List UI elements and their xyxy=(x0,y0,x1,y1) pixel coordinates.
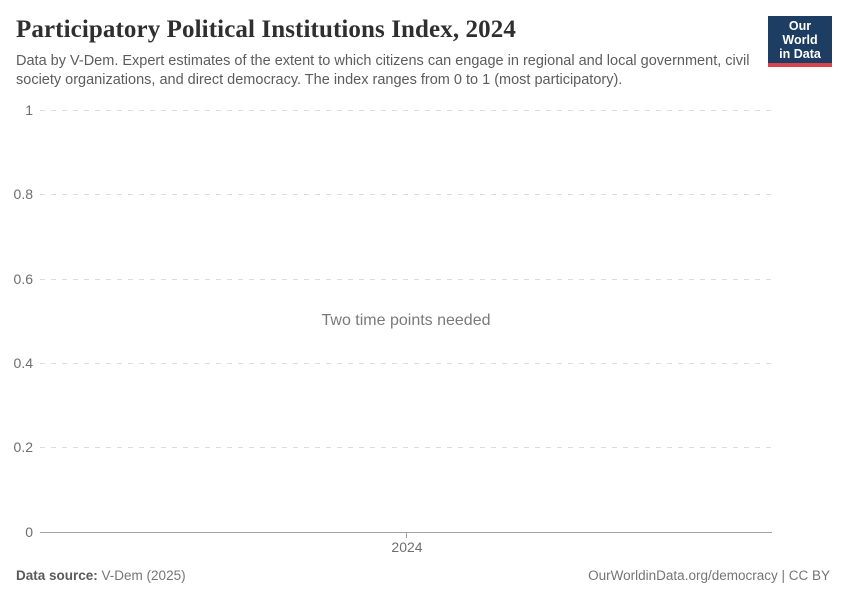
gridline xyxy=(40,194,772,195)
x-axis-line xyxy=(40,532,772,533)
empty-chart-message: Two time points needed xyxy=(321,312,491,329)
owid-logo[interactable]: Our World in Data xyxy=(768,16,832,67)
y-axis-tick-label: 1 xyxy=(25,102,33,118)
attribution-link[interactable]: OurWorldinData.org/democracy | CC BY xyxy=(588,568,830,583)
y-axis-tick-label: 0.4 xyxy=(13,355,33,371)
x-axis-tick-label: 2024 xyxy=(391,539,423,555)
y-axis-tick-label: 0 xyxy=(25,524,33,540)
gridline xyxy=(40,363,772,364)
gridline xyxy=(40,279,772,280)
y-axis-tick-label: 0.8 xyxy=(13,186,33,202)
y-axis-tick-label: 0.2 xyxy=(13,439,33,455)
x-axis-tick-mark xyxy=(406,533,407,538)
owid-logo-line2: in Data xyxy=(779,47,821,61)
gridline xyxy=(40,110,772,111)
data-source: Data source: V-Dem (2025) xyxy=(16,568,186,583)
data-source-value: V-Dem (2025) xyxy=(101,568,186,583)
chart-subtitle: Data by V-Dem. Expert estimates of the e… xyxy=(16,53,750,88)
data-source-label: Data source: xyxy=(16,568,98,583)
gridline xyxy=(40,447,772,448)
y-axis-tick-label: 0.6 xyxy=(13,271,33,287)
page-title: Participatory Political Institutions Ind… xyxy=(16,16,516,43)
owid-logo-line1: Our World xyxy=(782,19,818,47)
